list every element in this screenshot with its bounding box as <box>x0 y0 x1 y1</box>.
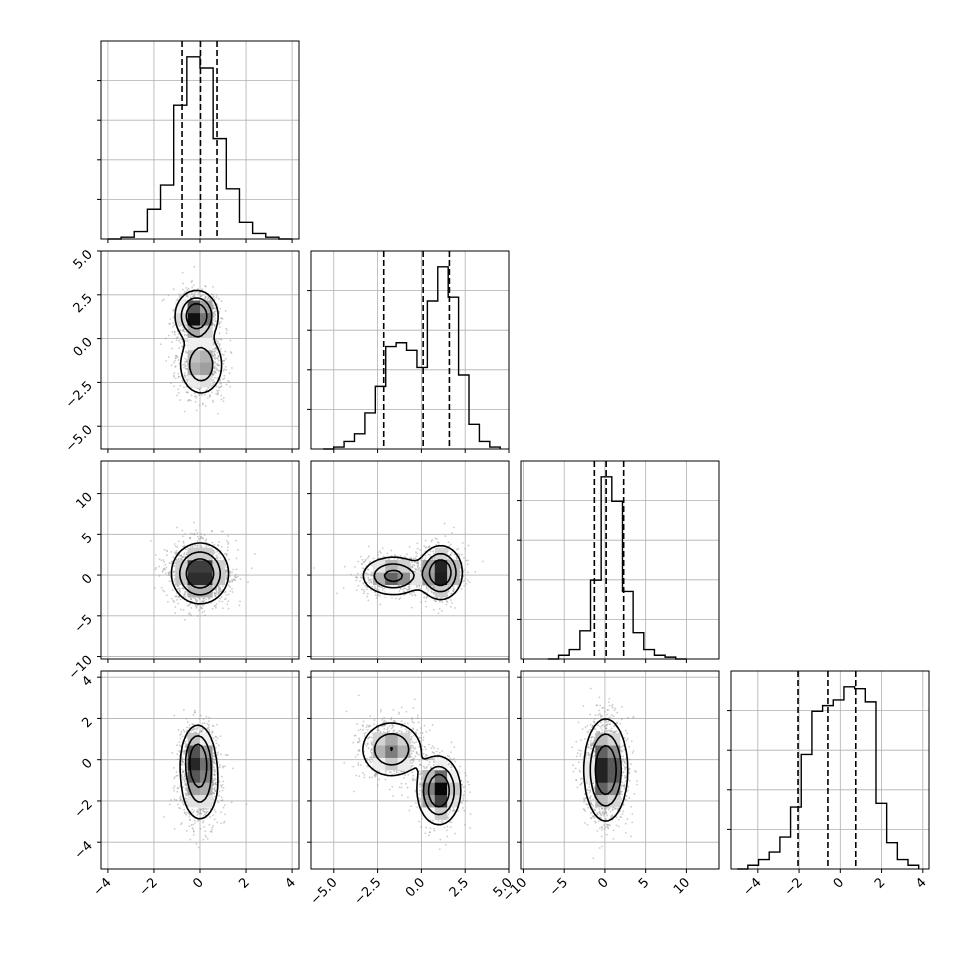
contour-line <box>362 722 462 826</box>
density-shading <box>175 547 226 598</box>
panel-frame <box>310 460 510 660</box>
contour-line <box>582 718 629 822</box>
contour-line <box>189 743 208 789</box>
y-tick-label: −5 <box>72 612 96 636</box>
x-tick-label: −5.0 <box>308 875 341 908</box>
density-shading <box>372 547 460 598</box>
contour-line <box>373 552 457 593</box>
x-tick-label: 0 <box>190 875 206 891</box>
x-tick-label: 2 <box>872 875 888 891</box>
x-tick-label: −4 <box>740 875 764 899</box>
contour-lines <box>582 718 629 822</box>
panel-frame <box>730 670 930 870</box>
contour-lines <box>362 722 462 826</box>
y-tick-label: 2 <box>79 715 95 731</box>
panel-grid <box>101 251 299 449</box>
density-shading <box>187 732 213 808</box>
contour-line <box>174 289 223 394</box>
x-tick-label: −2 <box>137 875 161 899</box>
x-tick-label: −5 <box>547 875 571 899</box>
x-tick-label: 2 <box>236 875 252 891</box>
y-tick-label: −2.5 <box>63 379 96 412</box>
panel-frame <box>520 670 720 870</box>
contour-lines <box>170 542 230 605</box>
contour-line <box>185 303 208 330</box>
y-tick-label: −5.0 <box>63 422 96 455</box>
panel-frame <box>310 670 510 870</box>
contour-line <box>383 559 452 587</box>
contour-line <box>594 744 617 796</box>
y-tick-label: 0 <box>79 756 95 772</box>
x-tick-label: 0 <box>595 875 611 891</box>
y-tick-label: 0 <box>79 571 95 587</box>
y-tick-label: −2 <box>72 797 96 821</box>
y-tick-label: 5.0 <box>71 247 96 272</box>
contour-line <box>179 551 221 596</box>
y-tick-label: 2.5 <box>71 291 96 316</box>
contour-line <box>184 735 213 803</box>
contour-line <box>170 542 230 605</box>
panel-grid <box>311 251 509 449</box>
x-tick-label: 4 <box>913 875 929 891</box>
contour-lines <box>179 724 219 820</box>
x-tick-label: −4 <box>91 875 115 899</box>
y-tick-label: −4 <box>72 838 96 862</box>
contour-line <box>373 733 455 816</box>
y-tick-label: 5 <box>79 531 95 547</box>
contour-line <box>390 747 450 808</box>
x-tick-label: 0 <box>831 875 847 891</box>
panel-grid <box>731 671 929 869</box>
contour-line <box>362 544 464 601</box>
density-shading <box>372 732 460 820</box>
x-tick-label: 0.0 <box>403 875 428 900</box>
y-tick-label: 10 <box>74 490 96 512</box>
contour-line <box>179 724 219 820</box>
x-tick-label: 4 <box>282 875 298 891</box>
contour-line <box>589 733 622 807</box>
contour-line <box>185 558 215 589</box>
x-tick-label: −2 <box>782 875 806 899</box>
x-tick-label: 10 <box>671 875 693 897</box>
histogram-bars <box>323 266 501 450</box>
y-tick-label: 4 <box>79 673 95 689</box>
x-tick-label: 5 <box>636 875 652 891</box>
contour-line <box>180 297 214 382</box>
histogram-bars <box>737 686 920 870</box>
panel-frame <box>310 250 510 450</box>
histogram-bars <box>547 476 687 660</box>
y-tick-label: 0.0 <box>71 335 96 360</box>
panel-frame <box>520 460 720 660</box>
x-tick-label: −2.5 <box>351 875 384 908</box>
panel-grid <box>521 671 719 869</box>
panel-grid <box>521 461 719 659</box>
contour-lines <box>362 544 464 601</box>
contour-lines <box>174 289 223 394</box>
panel-grid <box>101 461 299 659</box>
x-tick-label: 2.5 <box>447 875 472 900</box>
